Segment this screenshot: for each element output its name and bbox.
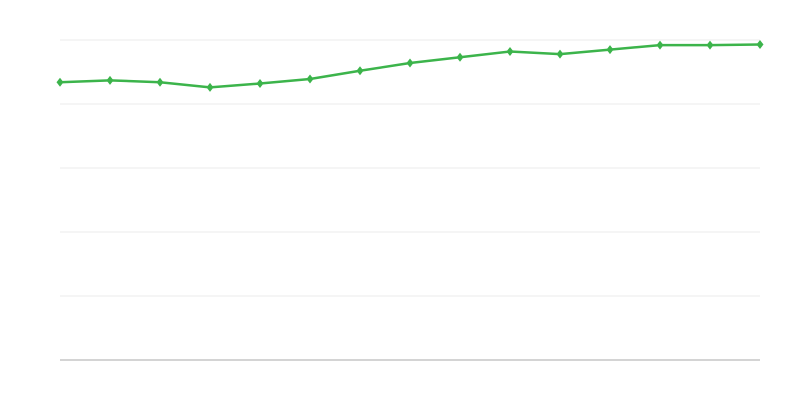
gridlines bbox=[60, 39, 760, 361]
data-point[interactable] bbox=[706, 40, 714, 50]
data-point[interactable] bbox=[456, 52, 464, 62]
data-point[interactable] bbox=[356, 66, 364, 76]
data-point[interactable] bbox=[656, 40, 664, 50]
data-point[interactable] bbox=[556, 49, 564, 59]
data-point[interactable] bbox=[56, 77, 64, 87]
series-group bbox=[56, 39, 764, 92]
data-point[interactable] bbox=[506, 47, 514, 57]
data-point[interactable] bbox=[306, 74, 314, 84]
data-point[interactable] bbox=[606, 45, 614, 55]
data-point[interactable] bbox=[756, 39, 764, 49]
data-point[interactable] bbox=[406, 58, 414, 68]
data-point[interactable] bbox=[106, 75, 114, 85]
data-point[interactable] bbox=[256, 79, 264, 89]
data-point[interactable] bbox=[206, 82, 214, 92]
data-point[interactable] bbox=[156, 77, 164, 87]
